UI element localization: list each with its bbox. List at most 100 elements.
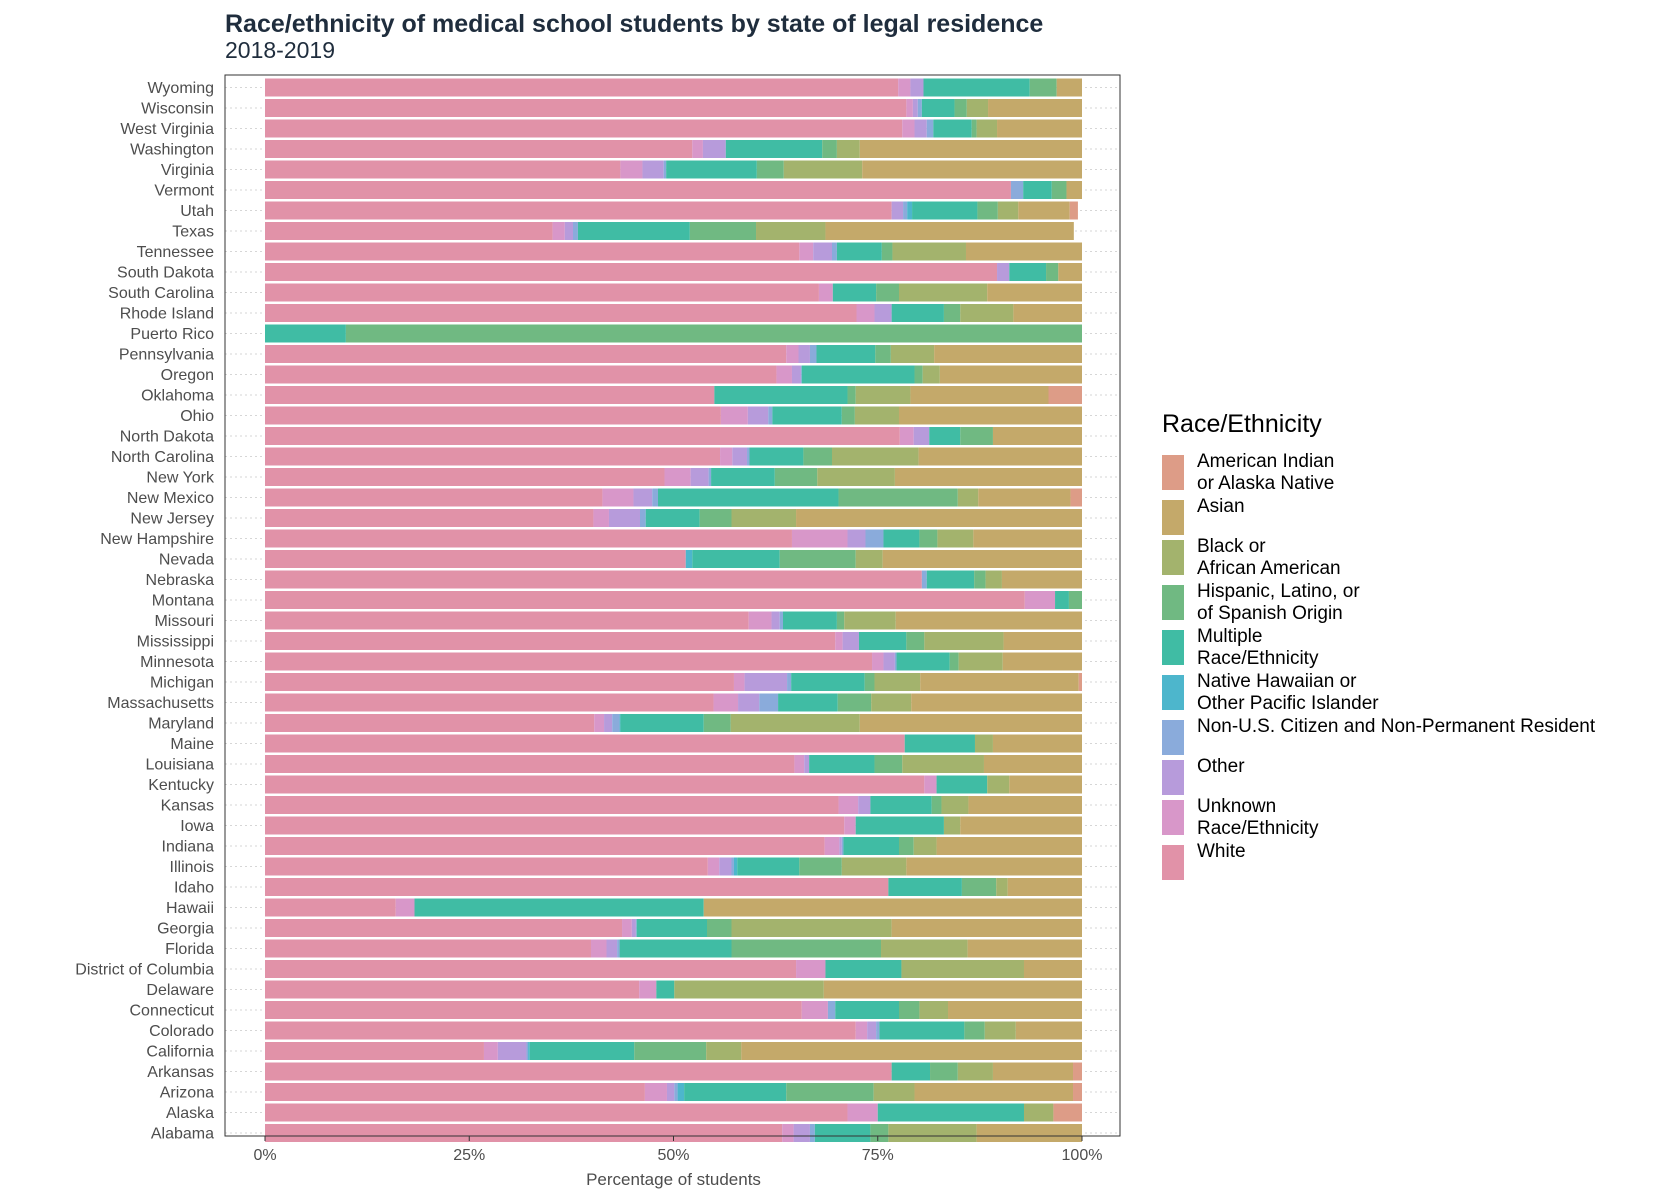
bar-segment xyxy=(733,857,738,876)
bar-segment xyxy=(265,939,591,958)
bar-segment xyxy=(985,570,1002,589)
state-label: Pennsylvania xyxy=(119,347,214,364)
bar-segment xyxy=(265,140,693,158)
state-label: Wisconsin xyxy=(141,101,214,118)
legend-title: Race/Ethnicity xyxy=(1162,410,1322,438)
state-label: Wyoming xyxy=(147,80,214,97)
bar-segment xyxy=(719,857,732,876)
bar-segment xyxy=(809,345,817,363)
bar-segment xyxy=(265,632,836,650)
bar-segment xyxy=(996,878,1008,896)
state-label: Illinois xyxy=(170,859,214,876)
bar-segment xyxy=(943,304,961,322)
state-label: Maryland xyxy=(148,716,214,733)
bar-segment xyxy=(894,468,1082,486)
bar-segment xyxy=(844,816,856,835)
bar-segment xyxy=(832,283,877,302)
state-label: New Jersey xyxy=(130,511,214,528)
legend-label: White xyxy=(1197,841,1246,862)
bar-segment xyxy=(265,1001,802,1019)
bar-segment xyxy=(265,78,899,97)
bar-segment xyxy=(656,980,675,999)
bar-segment xyxy=(997,201,1019,220)
bar-segment xyxy=(526,1042,529,1060)
bar-segment xyxy=(776,365,792,384)
legend-label: Hispanic, Latino, or of Spanish Origin xyxy=(1197,581,1360,624)
bar-segment xyxy=(974,570,986,589)
bar-segment xyxy=(771,611,780,630)
bar-segment xyxy=(265,1124,783,1142)
legend-label: Multiple Race/Ethnicity xyxy=(1197,626,1319,669)
bar-segment xyxy=(779,611,783,630)
bar-segment xyxy=(936,775,988,794)
bar-segment xyxy=(879,1021,965,1040)
bar-segment xyxy=(983,755,1082,773)
bar-segment xyxy=(552,222,565,240)
bar-segment xyxy=(706,919,732,937)
bar-segment xyxy=(839,837,842,855)
bar-segment xyxy=(855,550,883,568)
bar-segment xyxy=(666,1083,675,1101)
legend-swatch xyxy=(1162,675,1184,710)
state-label: West Virginia xyxy=(120,121,214,138)
bar-segment xyxy=(847,386,856,404)
bar-segment xyxy=(891,919,1082,937)
bar-segment xyxy=(1055,591,1069,609)
bar-segment xyxy=(799,857,842,876)
bar-segment xyxy=(265,611,749,630)
state-label: Virginia xyxy=(161,162,214,179)
bar-segment xyxy=(957,488,979,507)
bar-segment xyxy=(913,837,937,855)
bar-segment xyxy=(924,632,1004,650)
bar-segment xyxy=(674,1083,678,1101)
state-label: District of Columbia xyxy=(75,962,214,979)
bar-segment xyxy=(711,468,775,486)
bar-segment xyxy=(898,406,1082,425)
bar-segment xyxy=(949,652,959,671)
legend-label: Native Hawaiian or Other Pacific Islande… xyxy=(1197,671,1379,714)
bar-segment xyxy=(265,591,1025,609)
bar-segment xyxy=(921,570,927,589)
bar-segment xyxy=(933,119,972,138)
bar-segment xyxy=(1069,201,1078,220)
bar-segment xyxy=(265,283,819,302)
bar-segment xyxy=(265,99,907,117)
state-label: Missouri xyxy=(154,613,214,630)
bar-segment xyxy=(265,160,621,179)
bar-segment xyxy=(1015,1021,1082,1040)
bar-segment xyxy=(1023,960,1082,978)
bar-segment xyxy=(888,878,962,896)
legend-label: American Indian or Alaska Native xyxy=(1197,451,1335,494)
bar-segment xyxy=(876,283,899,302)
bar-segment xyxy=(265,427,900,445)
bar-segment xyxy=(631,919,636,937)
bar-segment xyxy=(634,1042,707,1060)
bar-segment xyxy=(997,263,1010,281)
state-label: Nebraska xyxy=(146,572,215,589)
bar-segment xyxy=(1010,181,1024,199)
bar-segment xyxy=(858,796,871,814)
state-label: Alabama xyxy=(151,1126,214,1143)
bar-segment xyxy=(898,283,988,302)
state-label: North Dakota xyxy=(120,429,214,446)
bar-segment xyxy=(497,1042,527,1060)
bar-segment xyxy=(593,509,609,527)
legend-swatch xyxy=(1162,585,1184,620)
bar-segment xyxy=(1056,78,1082,97)
bar-segment xyxy=(1023,181,1052,199)
state-labels: Wyoming Wisconsin West Virginia Washington V… xyxy=(75,80,215,1143)
bar-segment xyxy=(914,1083,1074,1101)
bar-segment xyxy=(756,160,784,179)
bar-segment xyxy=(1013,304,1082,322)
bar-segment xyxy=(843,837,899,855)
legend-item: Non-U.S. Citizen and Non-Permanent Resid… xyxy=(1162,716,1665,755)
bar-segment xyxy=(992,734,1082,753)
bar-segment xyxy=(796,960,826,978)
bar-segment xyxy=(847,1103,878,1122)
bar-segment xyxy=(875,345,891,363)
bar-segment xyxy=(978,488,1071,507)
bar-segment xyxy=(265,1083,645,1101)
bar-segment xyxy=(731,939,882,958)
bar-segment xyxy=(914,365,923,384)
bar-segment xyxy=(898,837,914,855)
